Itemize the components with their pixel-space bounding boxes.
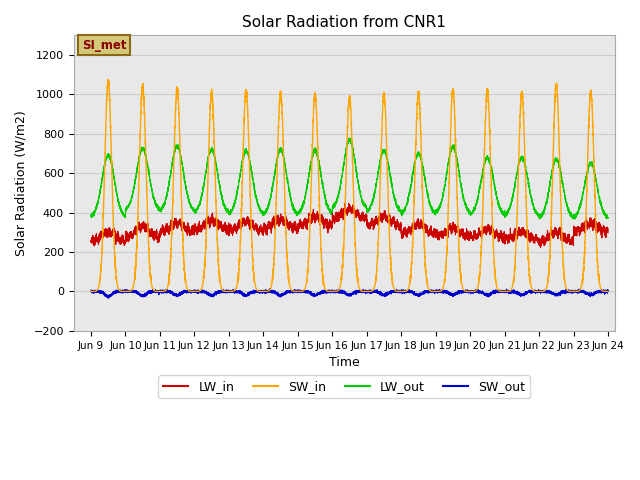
LW_in — [537, 245, 545, 251]
SW_in — [263, 288, 271, 294]
Line: LW_out: LW_out — [91, 138, 608, 219]
Line: SW_out: SW_out — [91, 289, 608, 298]
LW_in — [576, 228, 584, 234]
LW_in — [582, 220, 590, 226]
SW_in — [480, 178, 488, 184]
LW_in — [465, 237, 473, 242]
LW_out — [263, 208, 271, 214]
LW_out — [572, 216, 579, 222]
LW_in — [480, 230, 488, 236]
SW_in — [604, 288, 612, 294]
SW_out — [266, 286, 273, 292]
LW_in — [604, 230, 612, 236]
Line: LW_in: LW_in — [91, 204, 608, 248]
LW_out — [582, 173, 590, 179]
LW_out — [465, 209, 473, 215]
LW_out — [604, 215, 612, 221]
SW_out — [480, 291, 488, 297]
LW_out — [346, 135, 354, 141]
SW_out — [104, 295, 112, 301]
LW_out — [480, 164, 488, 170]
SW_in — [582, 200, 590, 206]
SW_out — [465, 288, 473, 294]
SW_out — [263, 288, 271, 293]
X-axis label: Time: Time — [329, 356, 360, 369]
SW_in — [465, 288, 473, 294]
LW_out — [576, 202, 584, 207]
LW_in — [87, 240, 95, 245]
LW_in — [332, 213, 339, 219]
SW_out — [87, 287, 95, 293]
Line: SW_in: SW_in — [91, 80, 608, 291]
Legend: LW_in, SW_in, LW_out, SW_out: LW_in, SW_in, LW_out, SW_out — [158, 375, 531, 398]
Y-axis label: Solar Radiation (W/m2): Solar Radiation (W/m2) — [15, 110, 28, 256]
SW_in — [87, 288, 95, 294]
LW_in — [345, 201, 353, 206]
LW_out — [87, 212, 95, 217]
SW_in — [328, 288, 336, 294]
SW_in — [332, 288, 340, 294]
SW_in — [576, 287, 584, 293]
LW_out — [332, 201, 339, 207]
Text: SI_met: SI_met — [82, 38, 126, 52]
SW_out — [582, 290, 590, 296]
SW_out — [604, 288, 612, 294]
SW_in — [104, 77, 112, 83]
SW_out — [332, 290, 340, 296]
LW_in — [263, 226, 271, 231]
Title: Solar Radiation from CNR1: Solar Radiation from CNR1 — [243, 15, 446, 30]
SW_out — [576, 288, 584, 294]
